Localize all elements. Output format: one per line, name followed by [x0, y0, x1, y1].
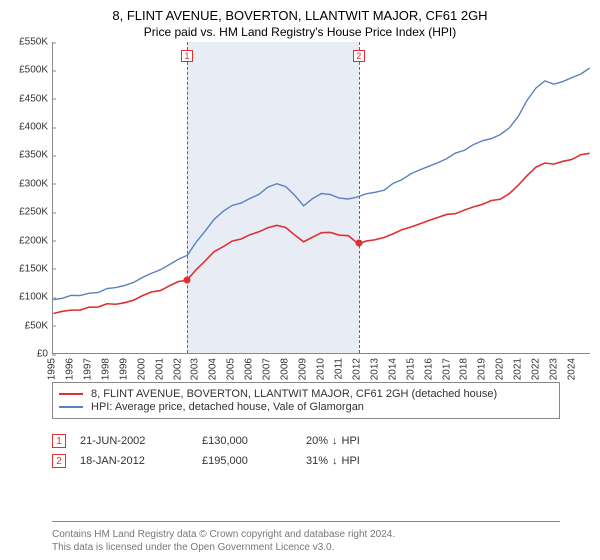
x-tick: 2000	[136, 358, 147, 380]
legend: 8, FLINT AVENUE, BOVERTON, LLANTWIT MAJO…	[52, 382, 560, 419]
page-title: 8, FLINT AVENUE, BOVERTON, LLANTWIT MAJO…	[10, 8, 590, 23]
x-tick: 1999	[118, 358, 129, 380]
y-tick: £300K	[19, 178, 48, 189]
y-tick: £50K	[25, 320, 48, 331]
x-tick: 2006	[244, 358, 255, 380]
x-tick: 2010	[316, 358, 327, 380]
x-tick: 2019	[477, 358, 488, 380]
y-tick: £500K	[19, 65, 48, 76]
sale-date: 21-JUN-2002	[80, 435, 188, 447]
x-tick: 1997	[82, 358, 93, 380]
sale-index-box: 1	[52, 434, 66, 448]
y-tick: £250K	[19, 207, 48, 218]
sale-row: 2 18-JAN-2012 £195,000 31% ↓ HPI	[52, 454, 560, 468]
legend-item: HPI: Average price, detached house, Vale…	[59, 401, 553, 413]
x-tick: 2002	[172, 358, 183, 380]
y-axis: £0£50K£100K£150K£200K£250K£300K£350K£400…	[10, 42, 52, 354]
x-tick: 2018	[459, 358, 470, 380]
sales-table: 1 21-JUN-2002 £130,000 20% ↓ HPI 2 18-JAN-2012 £…	[52, 428, 560, 474]
x-tick: 2023	[549, 358, 560, 380]
x-tick: 2009	[298, 358, 309, 380]
legend-item: 8, FLINT AVENUE, BOVERTON, LLANTWIT MAJO…	[59, 388, 553, 400]
sale-vs-label: HPI	[342, 455, 360, 467]
sale-pct: 20%	[306, 435, 328, 447]
y-tick: £550K	[19, 37, 48, 48]
x-tick: 2004	[208, 358, 219, 380]
x-tick: 2012	[351, 358, 362, 380]
sale-point	[183, 277, 190, 284]
legend-swatch	[59, 406, 83, 408]
x-tick: 1995	[47, 358, 58, 380]
sale-vline	[359, 42, 360, 353]
x-tick: 2007	[262, 358, 273, 380]
chart: £0£50K£100K£150K£200K£250K£300K£350K£400…	[10, 42, 590, 374]
x-tick: 2020	[495, 358, 506, 380]
page-subtitle: Price paid vs. HM Land Registry's House …	[10, 25, 590, 39]
legend-label: 8, FLINT AVENUE, BOVERTON, LLANTWIT MAJO…	[91, 388, 497, 400]
sale-date: 18-JAN-2012	[80, 455, 188, 467]
y-tick: £100K	[19, 292, 48, 303]
y-tick: £200K	[19, 235, 48, 246]
sale-marker: 2	[353, 50, 365, 62]
sale-point	[355, 240, 362, 247]
footer: Contains HM Land Registry data © Crown c…	[52, 521, 560, 554]
arrow-down-icon: ↓	[332, 435, 338, 447]
footer-line-1: Contains HM Land Registry data © Crown c…	[52, 528, 560, 541]
sale-pct: 31%	[306, 455, 328, 467]
x-tick: 2001	[154, 358, 165, 380]
sale-vline	[187, 42, 188, 353]
x-tick: 2013	[369, 358, 380, 380]
y-tick: £400K	[19, 122, 48, 133]
x-tick: 2015	[405, 358, 416, 380]
sale-vs-hpi: 20% ↓ HPI	[306, 435, 426, 447]
x-tick: 2014	[387, 358, 398, 380]
y-tick: £350K	[19, 150, 48, 161]
x-tick: 2016	[423, 358, 434, 380]
plot-area: 12	[52, 42, 590, 354]
footer-line-2: This data is licensed under the Open Gov…	[52, 541, 560, 554]
x-tick: 1998	[100, 358, 111, 380]
x-tick: 2021	[513, 358, 524, 380]
legend-label: HPI: Average price, detached house, Vale…	[91, 401, 364, 413]
sale-marker: 1	[181, 50, 193, 62]
highlight-band	[187, 42, 359, 353]
x-tick: 2005	[226, 358, 237, 380]
x-tick: 1996	[64, 358, 75, 380]
legend-swatch	[59, 393, 83, 395]
x-tick: 2011	[333, 358, 344, 380]
x-tick: 2017	[441, 358, 452, 380]
sale-vs-label: HPI	[342, 435, 360, 447]
x-axis: 1995199619971998199920002001200220032004…	[52, 354, 590, 374]
y-tick: £150K	[19, 263, 48, 274]
x-tick: 2022	[531, 358, 542, 380]
y-tick: £450K	[19, 93, 48, 104]
arrow-down-icon: ↓	[332, 455, 338, 467]
sale-vs-hpi: 31% ↓ HPI	[306, 455, 426, 467]
sale-price: £130,000	[202, 435, 292, 447]
x-tick: 2024	[567, 358, 578, 380]
sale-price: £195,000	[202, 455, 292, 467]
sale-index-box: 2	[52, 454, 66, 468]
x-tick: 2003	[190, 358, 201, 380]
x-tick: 2008	[280, 358, 291, 380]
sale-row: 1 21-JUN-2002 £130,000 20% ↓ HPI	[52, 434, 560, 448]
